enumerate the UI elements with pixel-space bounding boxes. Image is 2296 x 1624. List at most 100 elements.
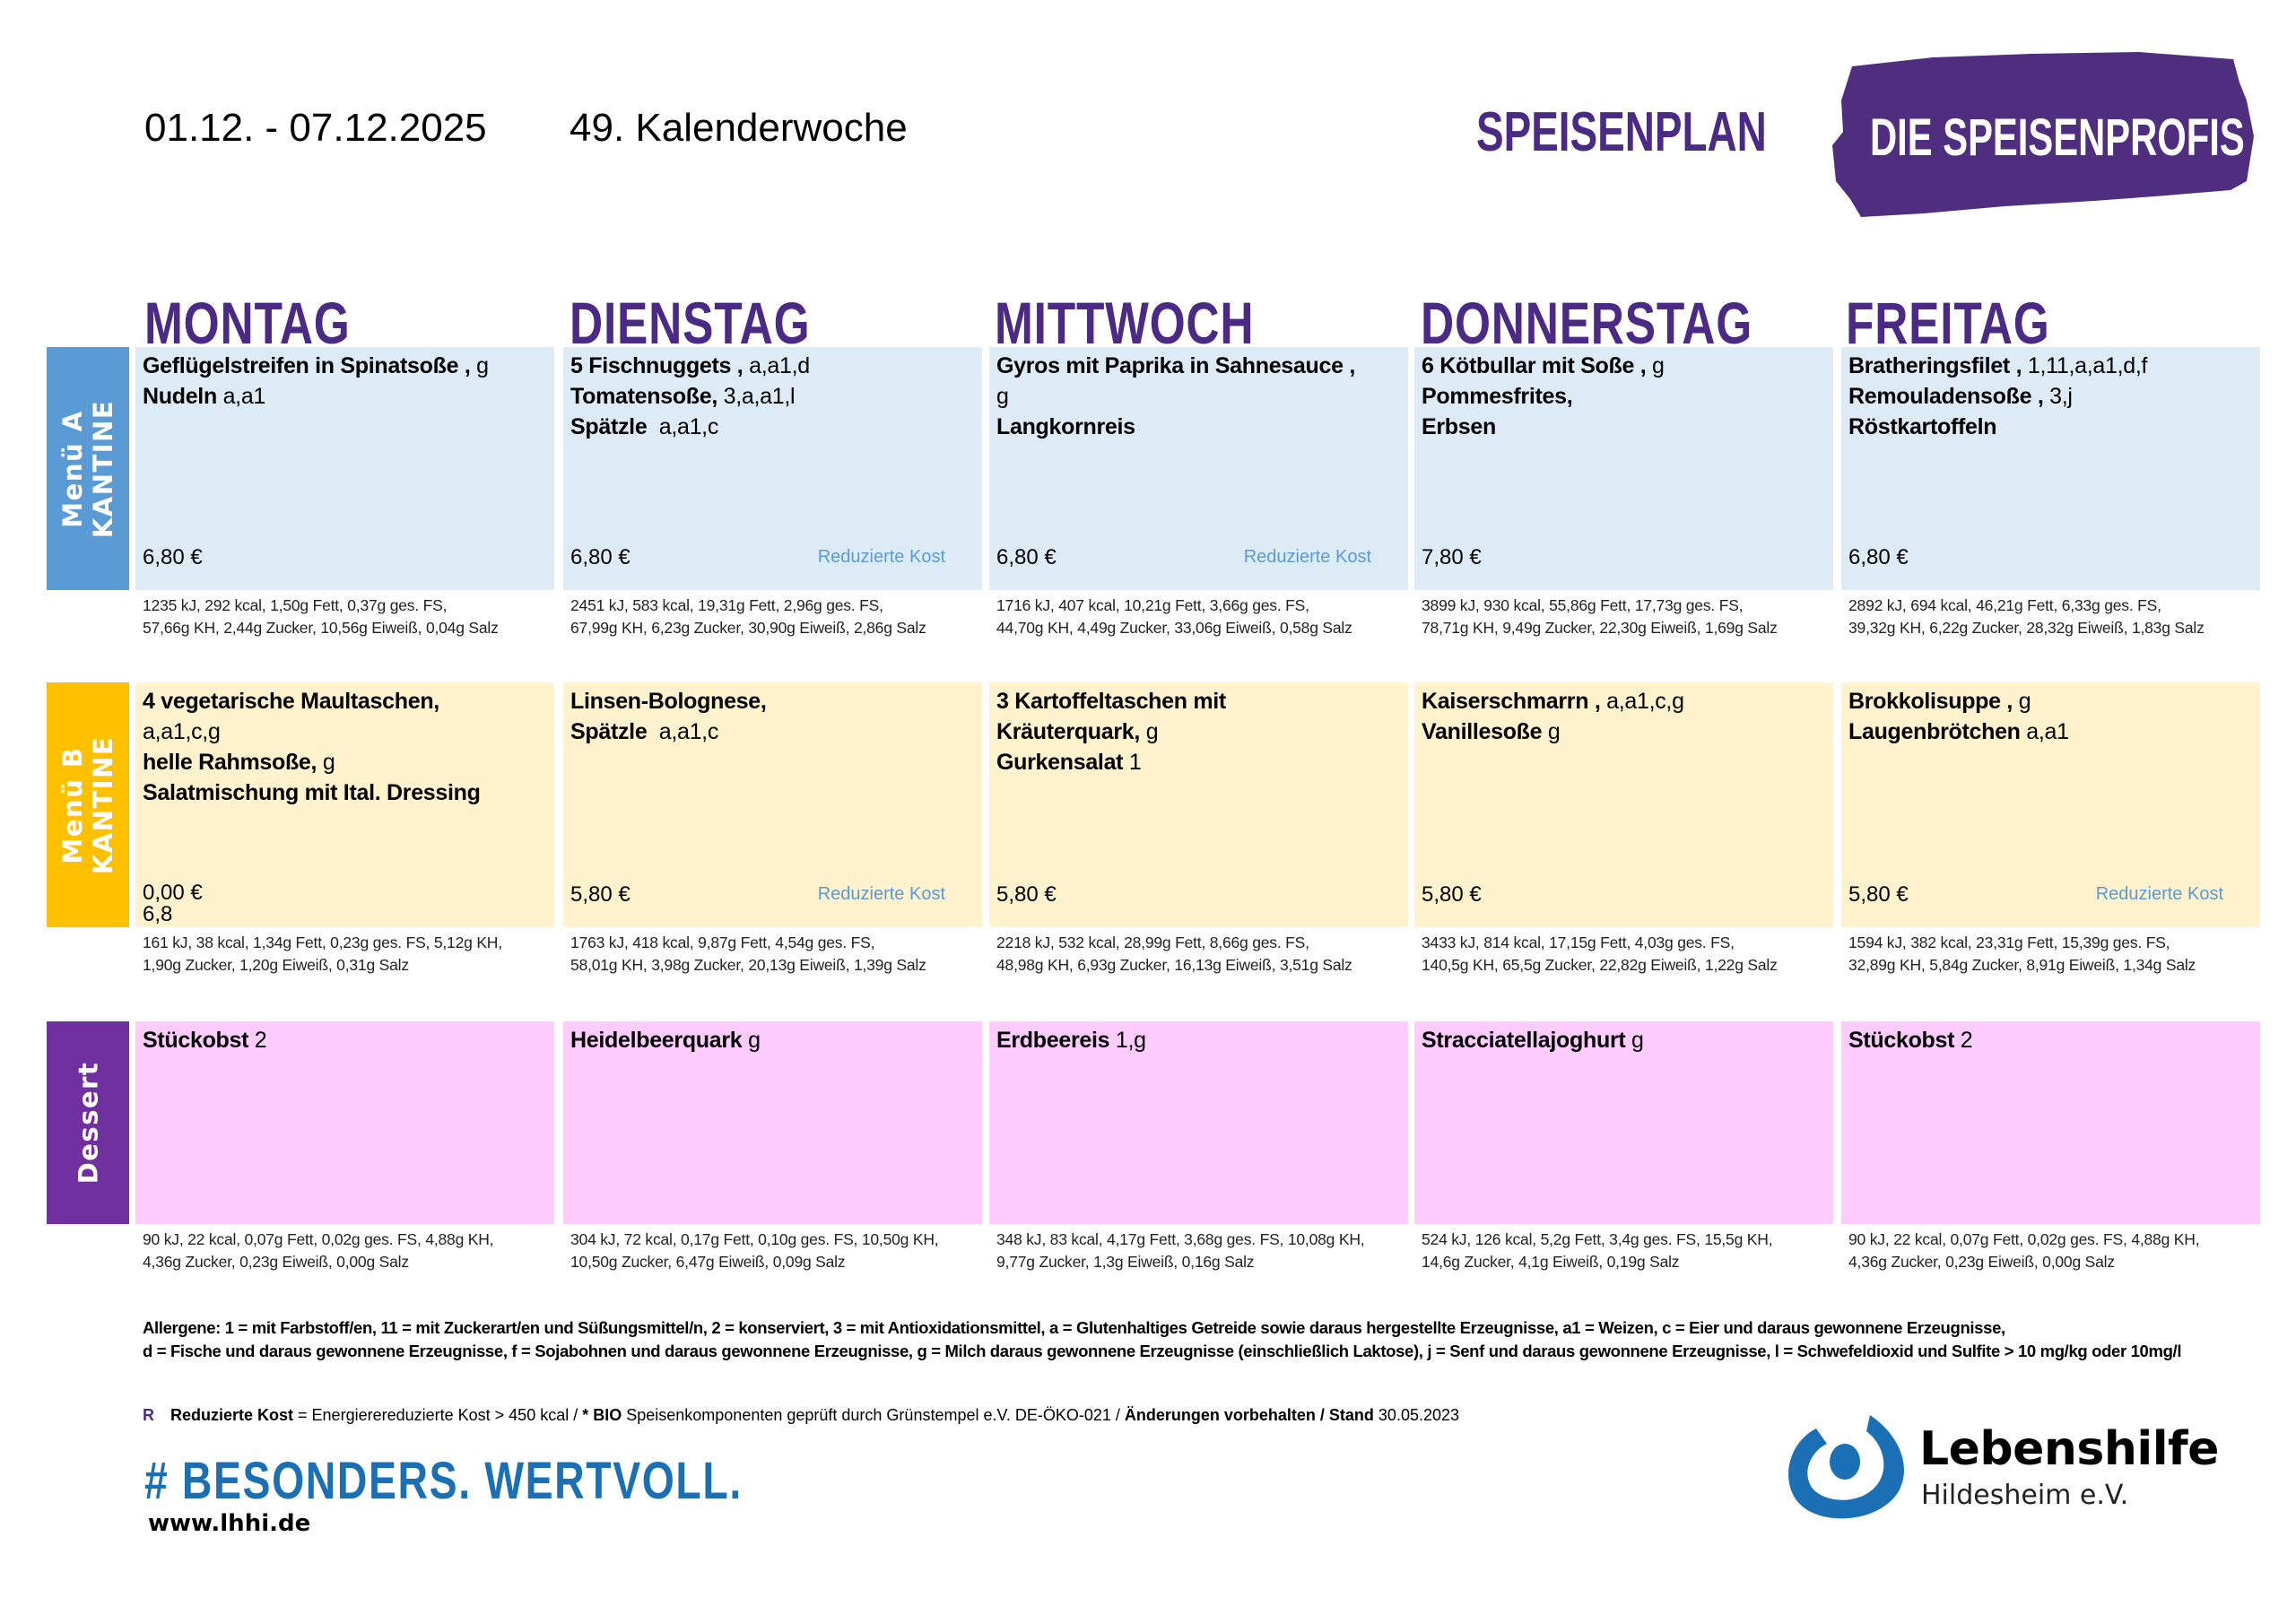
allergen-codes: g [1646,353,1665,378]
dish-line: 3 Kartoffeltaschen mit [996,686,1408,716]
allergen-codes: a,a1,c [647,719,719,744]
dish-name: 5 Fischnuggets , [570,353,744,378]
nutrition-info: 3899 kJ, 930 kcal, 55,86g Fett, 17,73g g… [1422,596,1744,614]
dish-line: Kräuterquark, g [996,716,1408,747]
day-header-freitag: FREITAG [1846,290,2050,356]
row-label-line-2: KANTINE [88,399,118,538]
dish-name: Laugenbrötchen [1848,719,2021,744]
dish-line: Erbsen [1422,412,1833,442]
calendar-week: 49. Kalenderwoche [570,106,908,150]
price: 7,80 € [1422,545,1482,569]
allergen-codes: g [1542,719,1561,744]
dish-line: Stracciatellajoghurt g [1422,1025,1833,1055]
nutrition-info: 44,70g KH, 4,49g Zucker, 33,06g Eiweiß, … [996,619,1352,637]
row-label-text: Menü B KANTINE [57,735,118,873]
menu-a-cell-mittwoch: Gyros mit Paprika in Sahnesauce , g Langko… [989,347,1408,590]
dish-name: Tomatensoße, [570,384,718,409]
nutrition-info: 57,66g KH, 2,44g Zucker, 10,56g Eiweiß, … [143,619,499,637]
brand-badge-text: DIE SPEISENPROFIS [1870,109,2245,167]
legend-marker: R [143,1406,154,1424]
org-subtitle: Hildesheim e.V. [1921,1480,2129,1511]
dish-name: helle Rahmsoße, [143,750,317,775]
website-link[interactable]: www.lhhi.de [148,1510,311,1537]
dish-name: Spätzle [570,719,648,744]
allergen-codes: 3,a,a1,l [718,384,796,409]
dish-name: Erbsen [1422,414,1496,439]
dish-name: 6 Kötbullar mit Soße , [1422,353,1647,378]
dish-line: Brokkolisuppe , g [1848,686,2260,716]
nutrition-info: 58,01g KH, 3,98g Zucker, 20,13g Eiweiß, … [570,956,926,974]
nutrition-info: 1235 kJ, 292 kcal, 1,50g Fett, 0,37g ges… [143,596,448,614]
allergen-codes: a,a1 [216,384,266,409]
dish-name: Pommesfrites, [1422,384,1573,409]
dish-line: Langkornreis [996,412,1408,442]
nutrition-info: 67,99g KH, 6,23g Zucker, 30,90g Eiweiß, … [570,619,926,637]
dish-name: Gurkensalat [996,750,1124,775]
nutrition-info: 2218 kJ, 532 kcal, 28,99g Fett, 8,66g ge… [996,934,1309,951]
brand-badge: DIE SPEISENPROFIS [1825,47,2265,235]
allergen-codes: 1,11,a,a1,d,f [2022,353,2148,378]
legend-bio-text: Speisenkomponenten geprüft durch Grünste… [622,1406,1125,1424]
dish-line: Linsen-Bolognese, [570,686,982,716]
menu-b-cell-mittwoch: 3 Kartoffeltaschen mit Kräuterquark, g Gur… [989,682,1408,927]
day-header-mittwoch: MITTWOCH [995,290,1255,356]
allergen-codes: g [1625,1028,1644,1053]
dish-line: 5 Fischnuggets , a,a1,d [570,351,982,381]
dish-line: Spätzle a,a1,c [570,716,982,747]
nutrition-info: 14,6g Zucker, 4,1g Eiweiß, 0,19g Salz [1422,1253,1680,1271]
page-title: SPEISENPLAN [1476,101,1767,163]
allergen-codes: 2 [248,1028,267,1053]
day-header-montag: MONTAG [144,290,351,356]
dish-name: Kaiserschmarrn , [1422,689,1601,714]
price: 6,80 € [143,545,203,569]
dish-name: Bratheringsfilet , [1848,353,2022,378]
legend-bio-label: * BIO [582,1406,622,1424]
price: 5,80 € [1422,882,1482,907]
nutrition-info: 2892 kJ, 694 kcal, 46,21g Fett, 6,33g ge… [1848,596,2161,614]
nutrition-info: 3433 kJ, 814 kcal, 17,15g Fett, 4,03g ge… [1422,934,1735,951]
date-range: 01.12. - 07.12.2025 [144,106,487,150]
nutrition-info: 78,71g KH, 9,49g Zucker, 22,30g Eiweiß, … [1422,619,1778,637]
dessert-cell-dienstag: Heidelbeerquark g [563,1021,982,1224]
nutrition-info: 1,90g Zucker, 1,20g Eiweiß, 0,31g Salz [143,956,409,974]
nutrition-info: 48,98g KH, 6,93g Zucker, 16,13g Eiweiß, … [996,956,1352,974]
dish-line: Heidelbeerquark g [570,1025,982,1055]
allergen-codes: a,a1,c [647,414,719,439]
dish-name: Geflügelstreifen in Spinatsoße , [143,353,471,378]
allergen-codes: a,a1,d [743,353,810,378]
dish-line: Röstkartoffeln [1848,412,2260,442]
allergen-legend-line-1: Allergene: 1 = mit Farbstoff/en, 11 = mi… [143,1318,2005,1337]
brush-stroke-icon [1832,52,2254,217]
dish-name: 3 Kartoffeltaschen mit [996,689,1226,714]
menu-b-row-label: Menü B KANTINE [47,682,129,927]
dish-line: Tomatensoße, 3,a,a1,l [570,381,982,412]
menu-b-cell-donnerstag: Kaiserschmarrn , a,a1,c,g Vanillesoße g 5,… [1414,682,1833,927]
dish-name: Stückobst [143,1028,249,1053]
dish-line: Gyros mit Paprika in Sahnesauce , [996,351,1408,381]
dish-name: Nudeln [143,384,217,409]
dish-line: 6 Kötbullar mit Soße , g [1422,351,1833,381]
dish-line: Bratheringsfilet , 1,11,a,a1,d,f [1848,351,2260,381]
dish-line: Erdbeereis 1,g [996,1025,1408,1055]
allergen-codes: g [996,384,1009,409]
dish-name: 4 vegetarische Maultaschen, [143,689,439,714]
nutrition-info: 1763 kJ, 418 kcal, 9,87g Fett, 4,54g ges… [570,934,875,951]
dish-name: Gyros mit Paprika in Sahnesauce , [996,353,1355,378]
dish-line: Nudeln a,a1 [143,381,554,412]
lebenshilfe-logo: Lebenshilfe Hildesheim e.V. [1780,1406,2219,1527]
dish-line: helle Rahmsoße, g [143,747,554,777]
dish-line: a,a1,c,g [143,716,554,747]
menu-b-cell-dienstag: Linsen-Bolognese, Spätzle a,a1,c 5,80 € Red… [563,682,982,927]
legend-reduced-text: = Energierereduzierte Kost > 450 kcal / [293,1406,583,1424]
allergen-codes: a,a1,c,g [1600,689,1684,714]
dessert-cell-donnerstag: Stracciatellajoghurt g [1414,1021,1833,1224]
dish-name: Remouladensoße , [1848,384,2044,409]
dish-line: g [996,381,1408,412]
allergen-codes: a,a1 [2020,719,2069,744]
menu-a-cell-dienstag: 5 Fischnuggets , a,a1,d Tomatensoße, 3,a,… [563,347,982,590]
nutrition-info: 90 kJ, 22 kcal, 0,07g Fett, 0,02g ges. F… [143,1230,494,1248]
day-header-donnerstag: DONNERSTAG [1421,290,1753,356]
reduced-diet-badge: Reduzierte Kost [1243,547,1371,567]
menu-a-cell-donnerstag: 6 Kötbullar mit Soße , g Pommesfrites, Erb… [1414,347,1833,590]
dish-line: Laugenbrötchen a,a1 [1848,716,2260,747]
